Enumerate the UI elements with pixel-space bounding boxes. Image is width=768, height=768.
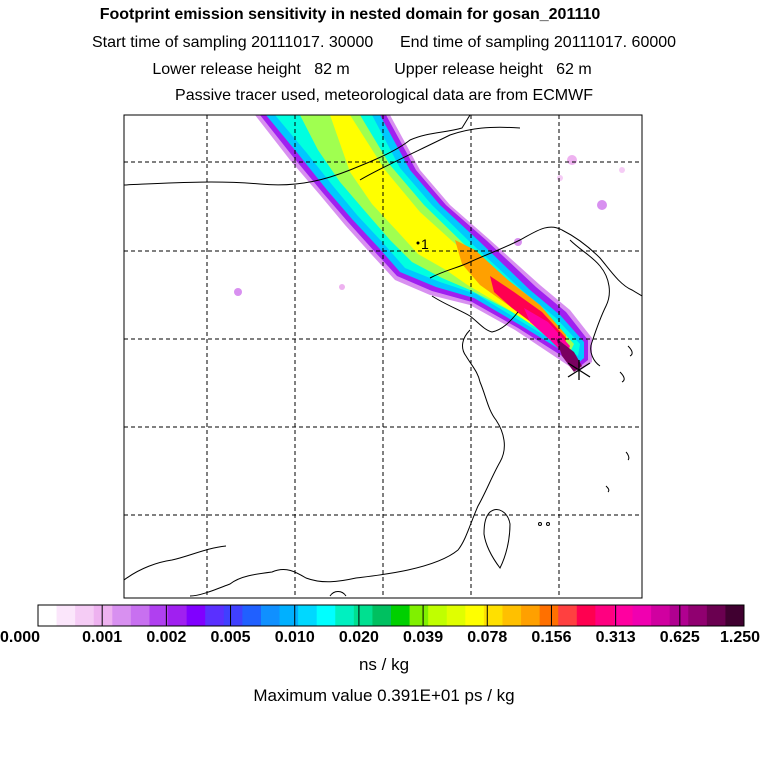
color-scale-swatch <box>521 605 541 626</box>
color-scale-swatch <box>632 605 652 626</box>
plume-speck <box>557 175 563 181</box>
receptor-site-marker <box>567 360 591 380</box>
color-scale-swatch <box>38 605 58 626</box>
color-scale-swatch <box>260 605 281 626</box>
coastline <box>124 545 227 581</box>
color-scale-swatch <box>483 605 503 626</box>
coastline <box>431 295 519 333</box>
color-scale-tick-label: 0.313 <box>595 629 636 646</box>
units-label: ns / kg <box>358 655 410 674</box>
color-scale-swatch <box>391 605 411 626</box>
islet <box>546 522 550 526</box>
islet <box>538 522 542 526</box>
map-area <box>124 115 642 598</box>
color-scale-swatch <box>539 605 559 626</box>
color-scale-swatch <box>223 605 243 626</box>
coastline <box>429 226 642 297</box>
map-frame <box>123 114 643 599</box>
color-scale-swatch <box>446 605 466 626</box>
color-scale-swatch <box>595 605 615 626</box>
color-scale-swatch <box>465 605 485 626</box>
color-scale-tick-label: 0.078 <box>467 629 508 646</box>
coastline <box>569 239 610 367</box>
color-scale-swatch <box>298 605 318 626</box>
plume-core <box>556 338 582 372</box>
color-scale-swatch <box>279 605 299 626</box>
color-scale-swatch <box>372 605 392 626</box>
map-title: Footprint emission sensitivity in nested… <box>99 6 601 23</box>
color-scale-swatch <box>242 605 262 626</box>
lat-lon-grid <box>124 115 642 598</box>
color-scale-swatch <box>558 605 578 626</box>
japan-islet <box>627 345 633 357</box>
color-scale-bar <box>37 604 745 627</box>
color-scale-swatch <box>428 605 448 626</box>
footprint-plume <box>234 115 625 372</box>
color-scale-swatch <box>149 605 169 626</box>
plume-speck <box>234 288 242 296</box>
color-scale-swatch <box>168 605 188 626</box>
color-scale-swatch <box>576 605 596 626</box>
site-marker-dot <box>416 241 420 245</box>
ryukyu-islet <box>605 485 610 493</box>
color-scale-tick-label: 0.039 <box>403 629 444 646</box>
japan-islet <box>619 371 625 383</box>
color-scale-tick-label: 0.156 <box>531 629 572 646</box>
end-time-label: End time of sampling 20111017. 60000 <box>400 34 677 51</box>
coastlines <box>124 115 642 597</box>
taiwan-coast <box>483 509 511 569</box>
max-value-label: Maximum value 0.391E+01 ps / kg <box>253 686 515 705</box>
sampling-time-line: Start time of sampling 20111017. 30000 E… <box>0 34 768 52</box>
color-scale-swatch <box>669 605 689 626</box>
color-scale-swatch <box>56 605 76 626</box>
lower-height-label: Lower release height 82 m <box>152 61 350 78</box>
coastline <box>359 126 521 181</box>
start-time-label: Start time of sampling 20111017. 30000 <box>91 34 374 51</box>
color-scale-tick-label: 0.020 <box>338 629 379 646</box>
coastline <box>189 329 505 597</box>
coastline <box>124 115 471 186</box>
color-scale-frame <box>37 604 745 627</box>
tracer-note: Passive tracer used, meteorological data… <box>175 87 593 104</box>
color-scale-swatch <box>613 605 634 626</box>
color-scale-tick-label: 1.250 <box>719 629 761 646</box>
color-scale-tick-label: 0.625 <box>659 629 700 646</box>
color-scale-swatch <box>409 605 429 626</box>
hainan-coast <box>329 591 347 597</box>
plume-speck <box>339 284 345 290</box>
color-scale-swatch <box>335 605 355 626</box>
plume-speck <box>567 155 577 165</box>
color-scale-tick-label: 0.002 <box>146 629 187 646</box>
plume-speck <box>597 200 607 210</box>
color-scale-swatch <box>706 605 726 626</box>
color-scale-tick-label: 0.001 <box>82 629 123 646</box>
color-scale-swatch <box>502 605 522 626</box>
color-scale-tick-label: 0.000 <box>0 629 41 646</box>
color-scale-swatch <box>205 605 225 626</box>
color-scale-swatch <box>75 605 95 626</box>
color-scale-tick-label: 0.005 <box>210 629 251 646</box>
color-scale-swatch <box>353 605 373 626</box>
color-scale-swatch <box>130 605 150 626</box>
color-scale-swatch <box>316 605 336 626</box>
color-scale-swatch <box>112 605 132 626</box>
release-height-line: Lower release height 82 m Upper release … <box>0 61 756 79</box>
ryukyu-islet <box>625 451 630 461</box>
plume-speck <box>619 167 625 173</box>
upper-height-label: Upper release height 62 m <box>394 61 592 78</box>
color-scale-swatch <box>651 605 671 626</box>
color-scale-swatch <box>186 605 206 626</box>
color-scale-swatch <box>93 605 113 626</box>
site-marker-label: 1 <box>421 236 429 252</box>
color-scale-tick-label: 0.010 <box>274 629 315 646</box>
color-scale-swatch <box>725 605 745 626</box>
color-scale-swatch <box>688 605 708 626</box>
